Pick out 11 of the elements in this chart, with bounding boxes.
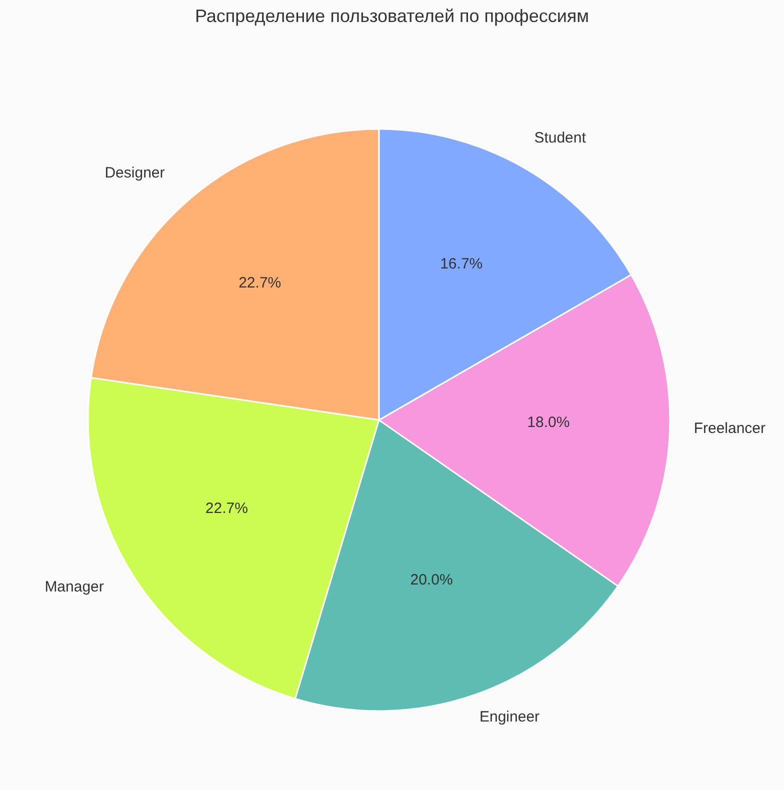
slice-label: Engineer	[479, 708, 540, 726]
slice-label: Freelancer	[694, 420, 766, 438]
slice-label: Designer	[104, 164, 165, 182]
data-label: 22.7%	[205, 500, 248, 518]
slice-label: Manager	[44, 578, 104, 596]
slice-label: Student	[534, 129, 587, 146]
data-label: 20.0%	[410, 571, 453, 588]
data-label: 16.7%	[440, 255, 483, 272]
chart-title: Распределение пользователей по профессиям	[194, 6, 590, 27]
data-label: 18.0%	[527, 414, 570, 431]
data-label: 22.7%	[238, 274, 282, 292]
